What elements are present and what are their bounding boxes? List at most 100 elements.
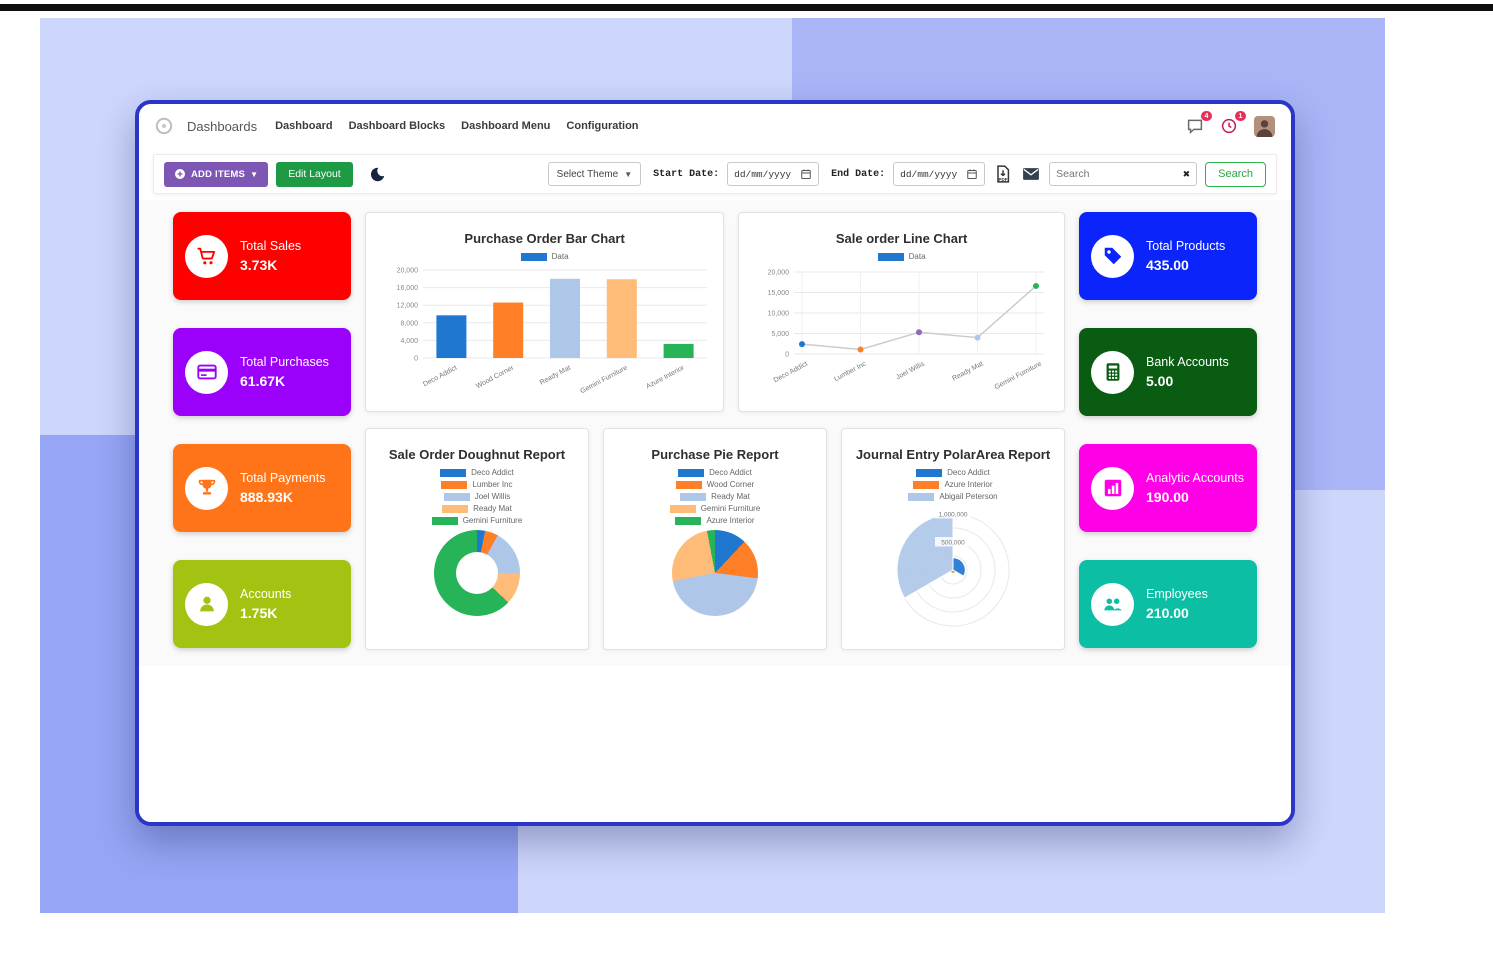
kpi-card-accounts[interactable]: Accounts 1.75K [173,560,351,648]
kpi-value: 190.00 [1146,489,1189,506]
kpi-label: Analytic Accounts [1146,470,1244,485]
activities-badge: 1 [1235,111,1246,121]
kpi-card-total-purchases[interactable]: Total Purchases 61.67K [173,328,351,416]
legend-item-ready-mat[interactable]: Ready Mat [680,492,750,501]
kpi-text: Total Payments 888.93K [240,471,325,505]
chart-legend: Deco Addict Azure Interior Abigail Peterso… [908,468,998,501]
messages-icon[interactable]: 4 [1186,111,1212,135]
legend-swatch [441,480,468,489]
calendar-icon [966,168,978,180]
legend-label: Joel Willis [474,492,511,501]
end-date-input[interactable]: dd/mm/yyyy [893,162,986,186]
svg-text:PDF: PDF [999,177,1008,182]
edit-layout-button[interactable]: Edit Layout [276,161,353,187]
clear-search-icon[interactable]: ✖ [1182,168,1191,179]
legend-label: Lumber Inc [472,480,513,489]
window-empty-area [139,666,1291,822]
kpi-text: Total Products 435.00 [1146,239,1225,273]
legend-item-azure-interior[interactable]: Azure Interior [675,516,755,525]
legend-item-lumber-inc[interactable]: Lumber Inc [441,480,513,489]
legend-item-gemini-furniture[interactable]: Gemini Furniture [431,516,522,525]
search-button[interactable]: Search [1205,161,1266,187]
legend-item-deco-addict[interactable]: Deco Addict [678,468,752,477]
add-items-button[interactable]: ADD ITEMS ▼ [164,161,269,187]
nav-item-dashboard-blocks[interactable]: Dashboard Blocks [348,120,446,132]
nav-item-configuration[interactable]: Configuration [566,120,639,132]
activities-icon[interactable]: 1 [1220,111,1246,135]
kpi-text: Analytic Accounts 190.00 [1146,471,1244,505]
dashboard-content: Total Sales 3.73K Total Purchases 61.67K Tot… [139,200,1291,666]
kpi-text: Accounts 1.75K [240,587,291,621]
start-date-input[interactable]: dd/mm/yyyy [727,162,820,186]
kpi-card-employees[interactable]: Employees 210.00 [1079,560,1257,648]
purchase-pie-card: Purchase Pie Report Deco Addict Wood Corn… [603,428,827,650]
chart-legend: Deco Addict Lumber Inc Joel Willis Ready Ma… [431,468,522,525]
legend-item-ready-mat[interactable]: Ready Mat [442,504,512,513]
kpi-card-bank-accounts[interactable]: Bank Accounts 5.00 [1079,328,1257,416]
nav-item-dashboard-menu[interactable]: Dashboard Menu [461,120,551,132]
legend-label: Deco Addict [709,468,752,477]
svg-text:4,000: 4,000 [400,338,418,345]
toolbar-container: ADD ITEMS ▼ Edit Layout Select Theme ▼ S… [139,148,1291,200]
legend-item-deco-addict[interactable]: Deco Addict [916,468,990,477]
app-title: Dashboards [187,118,258,134]
sale-order-doughnut-card: Sale Order Doughnut Report Deco Addict Lu… [365,428,589,650]
messages-badge: 4 [1201,111,1212,121]
svg-text:10,000: 10,000 [767,311,789,318]
select-theme-dropdown[interactable]: Select Theme ▼ [547,162,642,186]
svg-text:12,000: 12,000 [396,303,418,310]
kpi-card-analytic-accounts[interactable]: Analytic Accounts 190.00 [1079,444,1257,532]
legend-label: Deco Addict [471,468,514,477]
user-avatar[interactable] [1254,115,1275,137]
person-icon [185,582,228,626]
chevron-down-icon: ▼ [624,169,633,179]
legend-item-gemini-furniture[interactable]: Gemini Furniture [669,504,761,513]
svg-text:8,000: 8,000 [400,320,418,327]
svg-text:Joel Willis: Joel Willis [895,360,926,381]
dark-mode-toggle-icon[interactable] [369,166,386,183]
kpi-label: Total Sales [240,238,302,253]
legend-swatch [913,480,940,489]
kpi-label: Accounts [240,586,292,601]
chart-title: Sale Order Doughnut Report [388,447,566,462]
chart-title: Journal Entry PolarArea Report [855,447,1051,462]
svg-text:Ready Mat: Ready Mat [951,361,984,383]
legend-swatch [675,516,702,525]
legend-item-abigail-peterson[interactable]: Abigail Peterson [908,492,998,501]
legend-swatch [431,516,458,525]
kpi-card-total-sales[interactable]: Total Sales 3.73K [173,212,351,300]
legend-item-data[interactable]: Data [877,252,926,261]
legend-item-joel-willis[interactable]: Joel Willis [443,492,511,501]
select-theme-label: Select Theme [556,168,619,180]
legend-label: Deco Addict [947,468,990,477]
search-input[interactable] [1056,168,1179,180]
legend-item-data[interactable]: Data [520,252,569,261]
export-pdf-icon[interactable]: PDF [993,164,1013,184]
nav-item-dashboard[interactable]: Dashboard [275,120,333,132]
legend-item-deco-addict[interactable]: Deco Addict [440,468,514,477]
legend-swatch [908,492,935,501]
trophy-icon [185,466,228,510]
svg-text:0: 0 [785,352,789,359]
svg-text:Lumber Inc: Lumber Inc [833,360,868,383]
legend-swatch [678,468,705,477]
kpi-card-total-payments[interactable]: Total Payments 888.93K [173,444,351,532]
legend-item-azure-interior[interactable]: Azure Interior [913,480,993,489]
search-box[interactable]: ✖ [1049,162,1198,186]
svg-text:Deco Addict: Deco Addict [772,361,808,385]
dashboard-toolbar: ADD ITEMS ▼ Edit Layout Select Theme ▼ S… [153,154,1277,194]
apps-menu-icon[interactable] [155,117,173,135]
bar-chart-icon [1091,466,1134,510]
chart-title: Sale order Line Chart [835,231,968,246]
kpi-text: Bank Accounts 5.00 [1146,355,1229,389]
line-chart-body: 0 5,000 10,000 15,000 20,000 Deco Addict Lumbe… [746,264,1058,394]
send-mail-icon[interactable] [1021,164,1041,184]
kpi-text: Total Purchases 61.67K [240,355,329,389]
add-items-label: ADD ITEMS [191,168,246,180]
bar-chart-body: 0 4,000 8,000 12,000 16,000 20,000 Deco Addict… [373,264,717,398]
legend-label: Gemini Furniture [700,504,761,513]
kpi-card-total-products[interactable]: Total Products 435.00 [1079,212,1257,300]
svg-text:Deco Addict: Deco Addict [422,365,458,389]
chart-legend: Deco Addict Wood Corner Ready Mat Gemini Fu… [669,468,761,525]
legend-item-wood-corner[interactable]: Wood Corner [675,480,754,489]
